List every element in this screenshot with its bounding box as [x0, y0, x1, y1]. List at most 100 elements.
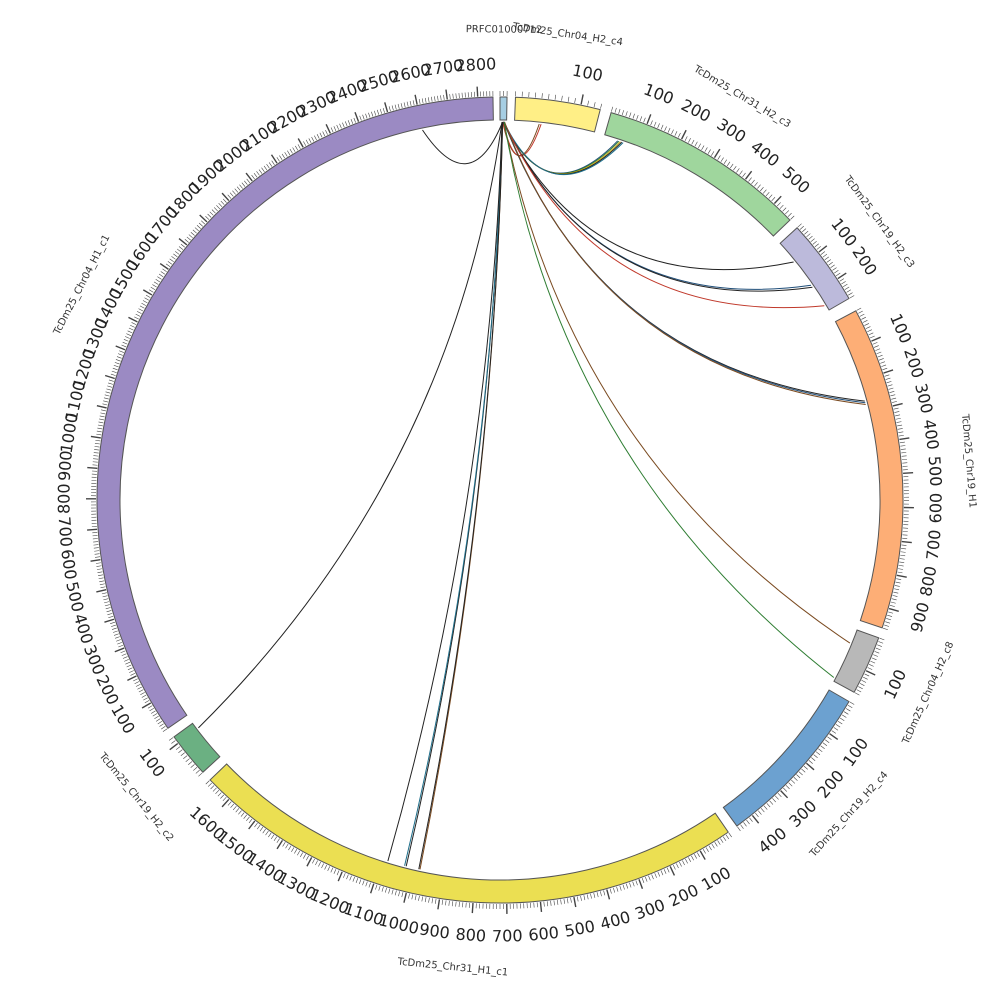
minor-tick [143, 697, 148, 701]
minor-tick [694, 854, 697, 859]
minor-tick [891, 598, 897, 601]
major-tick [669, 866, 676, 876]
minor-tick [414, 895, 417, 901]
minor-tick [864, 323, 870, 326]
major-tick [699, 850, 706, 860]
link-18 [404, 121, 503, 866]
minor-tick [238, 810, 242, 815]
minor-tick [184, 239, 189, 243]
minor-tick [330, 867, 334, 873]
major-tick [865, 670, 876, 676]
minor-tick [240, 812, 245, 817]
minor-tick [155, 278, 161, 283]
minor-tick [229, 192, 234, 197]
minor-tick [814, 243, 819, 248]
tick-label: 900 [55, 450, 76, 482]
minor-tick [455, 901, 457, 907]
major-tick [90, 559, 101, 562]
minor-tick [262, 828, 266, 834]
minor-tick [232, 805, 237, 811]
minor-tick [895, 414, 901, 417]
minor-tick [553, 900, 555, 906]
minor-tick [771, 197, 776, 202]
minor-tick [663, 869, 667, 874]
minor-tick [350, 119, 354, 124]
segment-name: TcDm25_Chr31_H1_c1 [396, 957, 509, 979]
minor-tick [285, 843, 289, 849]
major-tick [606, 889, 611, 900]
minor-tick [890, 394, 896, 397]
minor-tick [145, 294, 151, 298]
minor-tick [543, 901, 545, 907]
minor-tick [755, 812, 759, 818]
minor-tick [891, 397, 897, 400]
minor-tick [625, 111, 628, 117]
minor-tick [671, 129, 674, 135]
minor-tick [443, 94, 445, 100]
minor-tick [676, 863, 679, 869]
minor-tick [394, 104, 397, 110]
tick-label: 900 [907, 600, 934, 635]
minor-tick [657, 871, 661, 877]
minor-tick [458, 93, 460, 99]
minor-tick [160, 271, 166, 275]
minor-tick [104, 604, 110, 607]
minor-tick [150, 286, 156, 290]
minor-tick [112, 367, 118, 371]
minor-tick [133, 678, 138, 682]
minor-tick [574, 97, 576, 104]
major-tick [805, 762, 815, 771]
minor-tick [841, 281, 846, 285]
tick-label: 300 [713, 114, 749, 146]
minor-tick [294, 849, 298, 854]
minor-tick [660, 124, 664, 130]
minor-tick [629, 112, 632, 118]
minor-tick [892, 595, 898, 597]
minor-tick [424, 897, 427, 903]
minor-tick [742, 172, 746, 178]
minor-tick [121, 344, 127, 348]
minor-tick [603, 890, 606, 896]
minor-tick [94, 449, 100, 451]
minor-tick [124, 659, 129, 662]
minor-tick [116, 639, 121, 642]
minor-tick [834, 270, 839, 274]
minor-tick [635, 880, 638, 886]
minor-tick [375, 884, 378, 890]
minor-tick [600, 103, 603, 109]
minor-tick [762, 189, 767, 194]
minor-tick [424, 97, 427, 103]
link-0 [422, 121, 504, 165]
minor-tick [894, 585, 900, 587]
tick-label: 200 [92, 672, 122, 708]
minor-tick [653, 121, 657, 127]
minor-tick [96, 565, 102, 567]
segment-tcdm25-chr04-h1-c1 [96, 96, 494, 729]
minor-tick [374, 110, 377, 116]
minor-tick [877, 644, 882, 647]
minor-tick [848, 292, 853, 296]
link-14 [504, 121, 866, 405]
minor-tick [112, 630, 118, 633]
minor-tick [882, 367, 888, 371]
minor-tick [397, 103, 400, 109]
minor-tick [314, 135, 317, 141]
minor-tick [408, 893, 410, 899]
minor-tick [327, 866, 331, 872]
tick-label: 700 [923, 529, 945, 561]
link-19 [419, 121, 504, 870]
minor-tick [157, 276, 162, 280]
minor-tick [793, 777, 798, 781]
minor-tick [355, 878, 359, 883]
minor-tick [190, 231, 195, 236]
minor-tick [871, 657, 877, 661]
minor-tick [593, 102, 596, 108]
minor-tick [431, 898, 434, 904]
minor-tick [864, 673, 870, 677]
minor-tick [898, 431, 904, 433]
major-tick [96, 589, 107, 593]
minor-tick [885, 377, 891, 380]
minor-tick [725, 834, 730, 840]
minor-tick [768, 194, 773, 199]
major-tick [325, 123, 331, 134]
